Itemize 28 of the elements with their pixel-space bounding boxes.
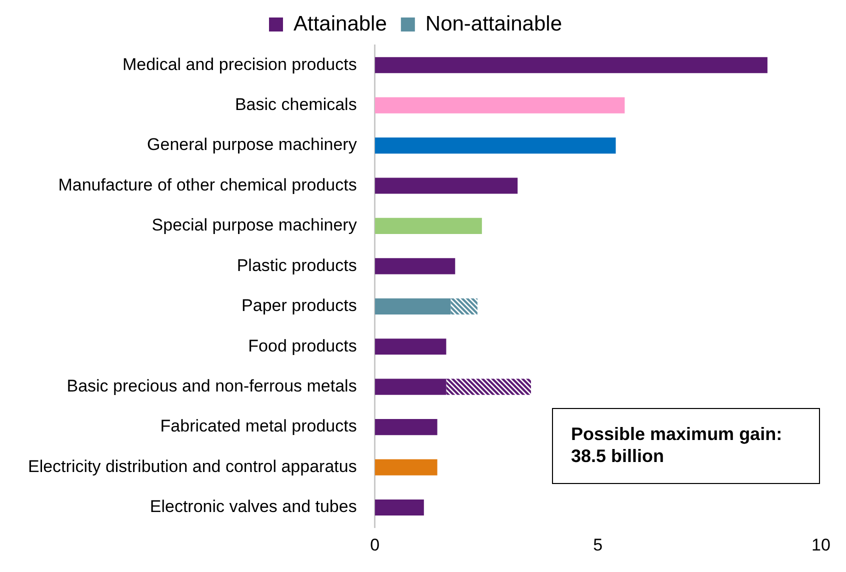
y-tick-label: Basic chemicals bbox=[234, 95, 357, 114]
x-tick-label: 0 bbox=[370, 535, 380, 554]
y-tick-label: Manufacture of other chemical products bbox=[58, 175, 357, 194]
y-tick-label: Paper products bbox=[242, 296, 357, 316]
annotation: Possible maximum gain: 38.5 billion bbox=[552, 408, 820, 484]
y-tick-label: Special purpose machinery bbox=[152, 216, 358, 235]
bar bbox=[374, 338, 446, 355]
x-tick-label: 10 bbox=[812, 535, 830, 554]
y-tick-label: Medical and precision products bbox=[122, 54, 357, 74]
y-tick-label: Electronic valves and tubes bbox=[150, 497, 357, 516]
y-tick-label: Plastic products bbox=[236, 256, 357, 275]
bar bbox=[374, 499, 424, 516]
bar bbox=[374, 138, 616, 154]
legend-label: Non-attainable bbox=[425, 12, 562, 36]
bar bbox=[374, 218, 482, 234]
bar bbox=[374, 258, 456, 274]
y-tick-label: Basic precious and non-ferrous metals bbox=[66, 376, 357, 396]
y-tick-label: General purpose machinery bbox=[147, 135, 358, 154]
bar bbox=[374, 419, 438, 436]
bar bbox=[374, 178, 518, 194]
bar bbox=[374, 97, 625, 114]
bar bbox=[374, 459, 438, 476]
y-tick-label: Fabricated metal products bbox=[160, 416, 357, 436]
legend-label: Attainable bbox=[294, 12, 387, 36]
y-tick-label: Food products bbox=[248, 336, 357, 356]
bar bbox=[374, 57, 768, 74]
x-tick-label: 5 bbox=[593, 535, 603, 554]
y-tick-label: Electricity distribution and control apparatus bbox=[28, 456, 357, 476]
